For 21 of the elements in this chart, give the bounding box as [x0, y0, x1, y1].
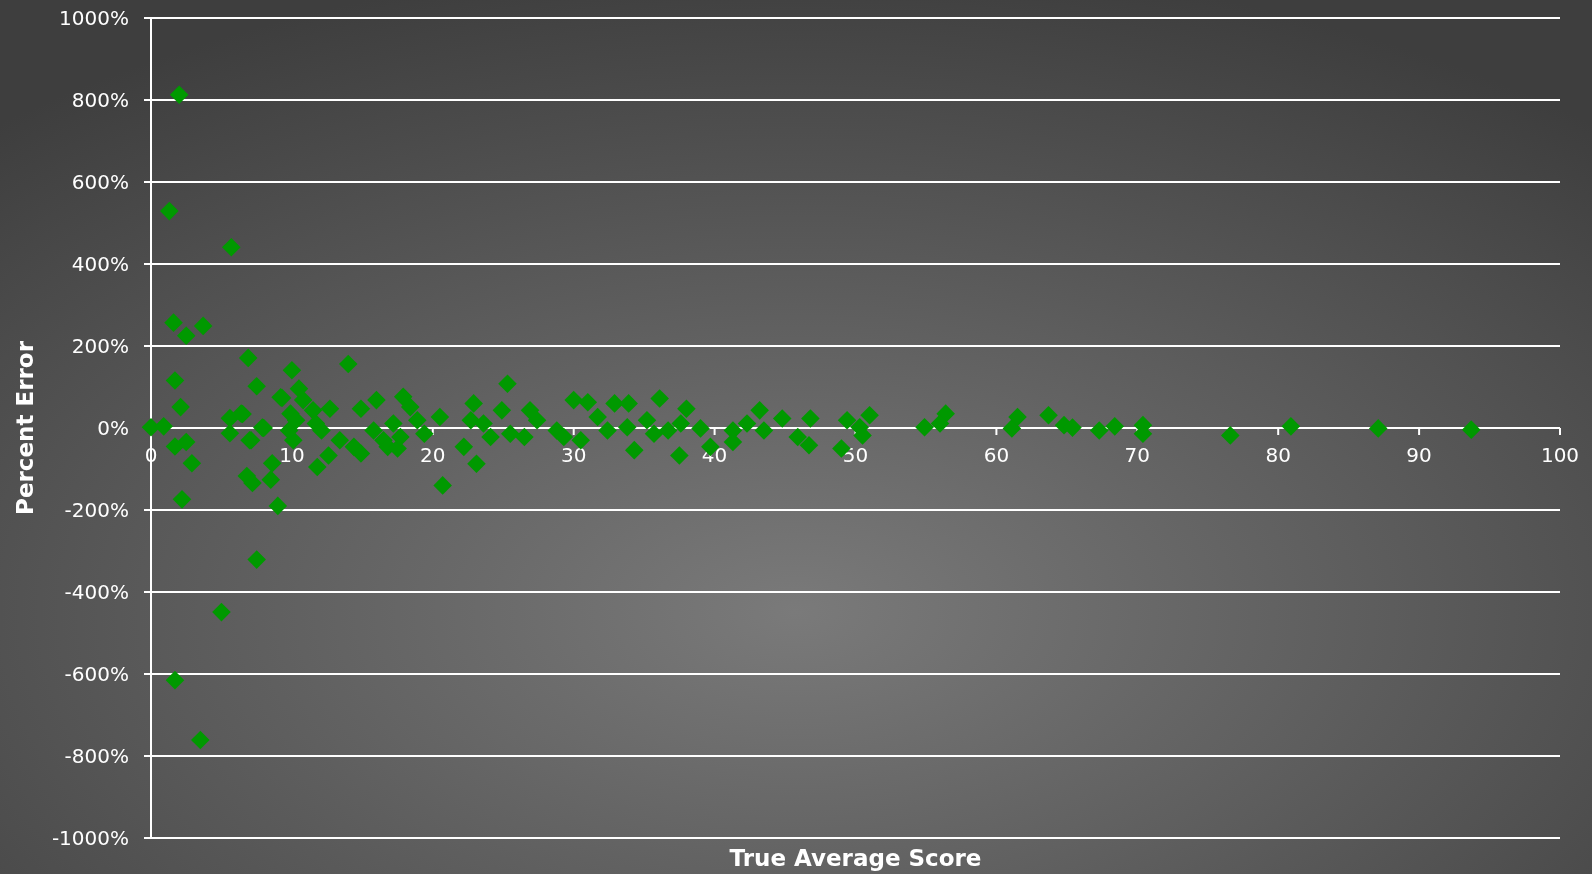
y-tick-label: -800%	[64, 744, 129, 768]
x-tick-label: 100	[1540, 443, 1580, 467]
x-tick-label: 90	[1406, 443, 1432, 467]
x-tick-label: 10	[279, 443, 305, 467]
y-axis-title: Percent Error	[12, 340, 38, 515]
x-tick-label: 80	[1265, 443, 1291, 467]
y-tick-label: -600%	[64, 662, 129, 686]
y-tick-label: 200%	[71, 334, 129, 358]
y-tick-label: 400%	[71, 252, 129, 276]
y-tick-label: 600%	[71, 170, 129, 194]
x-tick-label: 70	[1124, 443, 1151, 467]
y-tick-label: 0%	[97, 416, 129, 440]
y-tick-label: 800%	[71, 88, 129, 112]
x-tick-label: 60	[983, 443, 1010, 467]
x-tick-label: 30	[560, 443, 587, 467]
y-tick-label: -200%	[64, 498, 129, 522]
y-tick-label: -400%	[64, 580, 129, 604]
y-tick-label: -1000%	[51, 826, 129, 850]
x-axis-title: True Average Score	[729, 845, 982, 871]
x-tick-label: 20	[420, 443, 446, 467]
y-tick-label: 1000%	[59, 6, 129, 30]
